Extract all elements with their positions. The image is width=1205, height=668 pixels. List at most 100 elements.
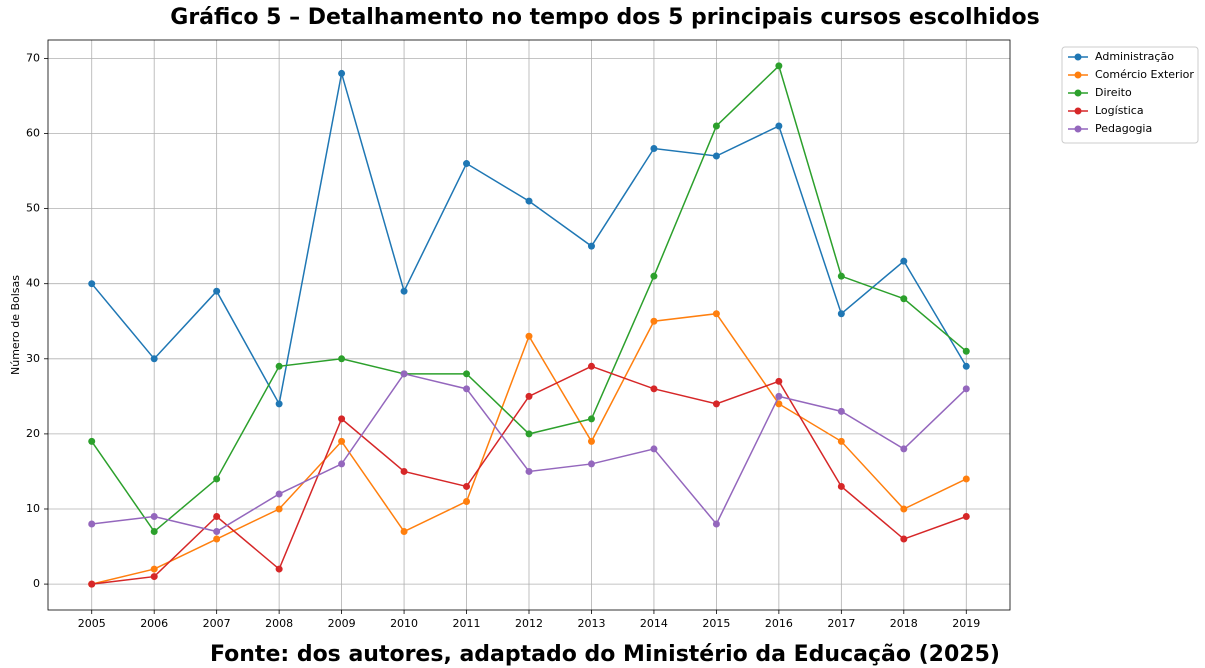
x-tick-label: 2019 [952,617,980,630]
data-point [400,287,408,295]
data-point [775,400,783,408]
x-tick-label: 2014 [640,617,668,630]
data-point [775,392,783,400]
x-tick-label: 2007 [203,617,231,630]
data-point [88,520,96,528]
data-point [213,535,221,543]
data-point [150,513,158,521]
data-point [400,370,408,378]
data-point [837,310,845,318]
y-tick-label: 0 [33,577,40,590]
data-point [525,332,533,340]
legend-marker [1074,53,1082,61]
data-point [338,415,346,423]
x-tick-label: 2016 [765,617,793,630]
data-point [962,385,970,393]
y-tick-label: 10 [26,502,40,515]
data-point [150,565,158,573]
data-point [88,280,96,288]
data-point [650,317,658,325]
data-point [900,295,908,303]
legend-label: Comércio Exterior [1095,68,1194,81]
chart-title: Gráfico 5 – Detalhamento no tempo dos 5 … [170,5,1039,30]
data-point [275,505,283,513]
data-point [463,160,471,168]
y-tick-label: 70 [26,51,40,64]
data-point [338,437,346,445]
data-point [213,475,221,483]
data-point [900,445,908,453]
data-point [900,535,908,543]
data-point [338,69,346,77]
data-point [88,437,96,445]
x-tick-label: 2009 [328,617,356,630]
data-point [463,385,471,393]
y-tick-label: 30 [26,352,40,365]
x-tick-label: 2017 [827,617,855,630]
data-point [587,415,595,423]
data-point [900,505,908,513]
x-tick-label: 2015 [702,617,730,630]
data-point [587,460,595,468]
data-point [712,122,720,130]
data-point [463,370,471,378]
legend-marker [1074,125,1082,133]
legend-label: Logística [1095,104,1144,117]
y-axis-label: Número de Bolsas [9,275,22,375]
y-tick-label: 40 [26,277,40,290]
data-point [463,482,471,490]
plot-frame [47,39,1011,611]
data-point [650,385,658,393]
data-point [962,475,970,483]
data-point [712,520,720,528]
data-point [525,467,533,475]
data-point [962,347,970,355]
y-tick-label: 20 [26,427,40,440]
x-tick-label: 2018 [890,617,918,630]
x-tick-label: 2008 [265,617,293,630]
legend-label: Administração [1095,50,1174,63]
legend-box [1061,46,1199,144]
x-tick-label: 2011 [453,617,481,630]
data-point [837,482,845,490]
data-point [587,437,595,445]
legend-marker [1074,107,1082,115]
data-point [338,355,346,363]
data-point [88,580,96,588]
data-point [962,513,970,521]
data-point [525,392,533,400]
data-point [587,242,595,250]
y-tick-label: 50 [26,202,40,215]
data-point [525,197,533,205]
data-point [837,407,845,415]
data-point [712,152,720,160]
legend-label: Direito [1095,86,1132,99]
legend-label: Pedagogia [1095,122,1152,135]
x-tick-label: 2010 [390,617,418,630]
legend-marker [1074,89,1082,97]
footer: Fonte: dos autores, adaptado do Ministér… [210,642,1000,667]
x-tick-label: 2006 [140,617,168,630]
data-point [775,62,783,70]
data-point [900,257,908,265]
data-point [837,437,845,445]
data-point [150,355,158,363]
x-tick-label: 2012 [515,617,543,630]
x-tick-label: 2005 [78,617,106,630]
data-point [962,362,970,370]
data-point [338,460,346,468]
data-point [587,362,595,370]
data-point [525,430,533,438]
data-point [650,445,658,453]
data-point [837,272,845,280]
data-point [712,310,720,318]
data-point [150,573,158,581]
data-point [650,145,658,153]
data-point [650,272,658,280]
data-point [275,565,283,573]
data-point [775,122,783,130]
data-point [275,362,283,370]
data-point [213,513,221,521]
data-point [400,467,408,475]
